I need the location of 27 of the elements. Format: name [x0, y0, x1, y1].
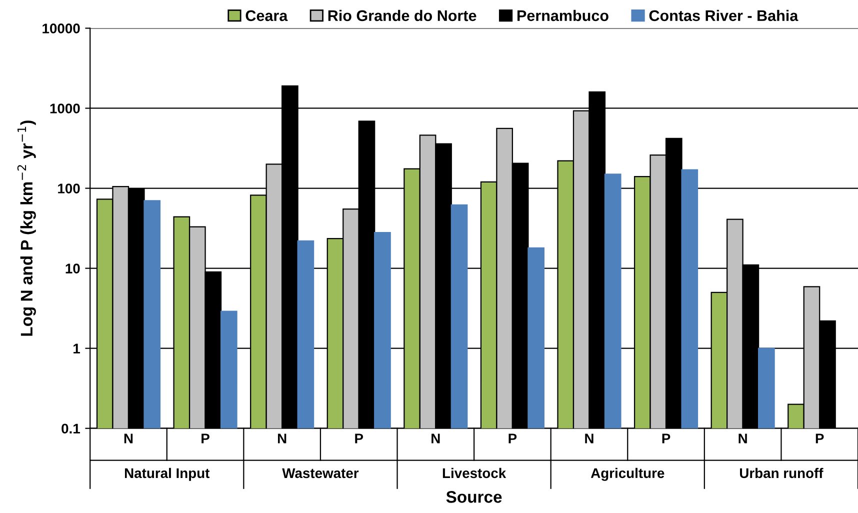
- legend-label: Rio Grande do Norte: [328, 10, 476, 22]
- y-tick-label: 1000: [50, 104, 80, 114]
- x-axis-title: Source: [446, 491, 502, 503]
- y-tick-label: 100: [58, 184, 80, 194]
- text: Natural Input: [124, 468, 210, 481]
- x-tick-label: N: [432, 434, 440, 444]
- legend-label: Ceara: [246, 10, 288, 22]
- x-tick-label: P: [816, 434, 824, 444]
- y-tick-label: 0.1: [62, 424, 80, 434]
- x-tick-label: N: [585, 434, 594, 444]
- text: Livestock: [442, 468, 506, 478]
- x-tick-label: N: [738, 434, 747, 444]
- x-tick-label: P: [355, 434, 364, 444]
- x-tick-label: P: [508, 434, 517, 444]
- x-tick-label: P: [202, 434, 210, 444]
- y-axis-title: Log N and P (kg km$^{−2}$ yr$^{−1}$): [17, 120, 36, 336]
- y-tick-label: 1: [74, 344, 80, 354]
- legend-label: Pernambuco: [517, 10, 608, 22]
- legend-label: Contas River - Bahia: [649, 10, 798, 22]
- x-tick-label: P: [662, 434, 670, 444]
- y-tick-label: 10000: [42, 24, 80, 34]
- text: Agriculture: [590, 468, 664, 481]
- text: Urban runoff: [740, 468, 824, 478]
- y-tick-label: 10: [66, 264, 80, 274]
- x-tick-label: N: [124, 434, 133, 444]
- x-tick-label: N: [278, 434, 286, 444]
- text: Wastewater: [282, 468, 359, 478]
